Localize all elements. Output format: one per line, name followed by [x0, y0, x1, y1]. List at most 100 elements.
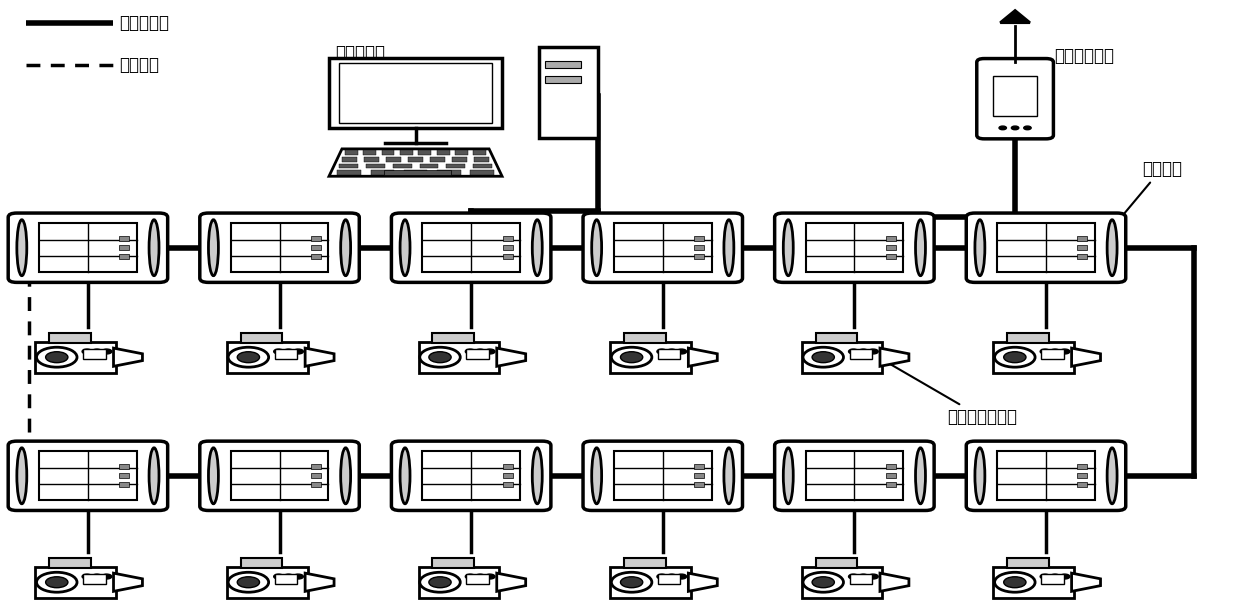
Circle shape	[237, 352, 259, 363]
Bar	[1078, 254, 1088, 259]
Circle shape	[849, 574, 859, 579]
Polygon shape	[330, 149, 502, 176]
Bar	[119, 483, 129, 488]
Polygon shape	[1072, 348, 1100, 367]
FancyBboxPatch shape	[419, 567, 499, 598]
Bar	[694, 245, 704, 250]
Bar	[615, 224, 711, 272]
Bar	[694, 464, 704, 469]
Text: 卫星授时设备: 卫星授时设备	[1054, 47, 1115, 65]
Bar	[1078, 483, 1088, 488]
FancyBboxPatch shape	[392, 441, 551, 510]
Polygon shape	[880, 573, 909, 591]
Bar	[339, 62, 492, 123]
Bar	[40, 224, 136, 272]
Ellipse shape	[724, 448, 733, 504]
Circle shape	[999, 126, 1006, 130]
Polygon shape	[689, 573, 717, 591]
Circle shape	[274, 574, 284, 579]
Bar	[230, 452, 328, 500]
FancyBboxPatch shape	[584, 441, 742, 510]
Ellipse shape	[533, 448, 543, 504]
Circle shape	[294, 349, 304, 354]
FancyBboxPatch shape	[966, 441, 1126, 510]
Circle shape	[1041, 349, 1049, 354]
Text: 监控计算机: 监控计算机	[336, 44, 385, 62]
Circle shape	[476, 349, 486, 354]
FancyBboxPatch shape	[994, 567, 1074, 598]
Polygon shape	[497, 573, 525, 591]
Circle shape	[611, 573, 652, 592]
FancyBboxPatch shape	[36, 342, 116, 373]
FancyBboxPatch shape	[774, 213, 934, 282]
Circle shape	[294, 574, 304, 579]
Bar	[624, 333, 665, 343]
Bar	[364, 156, 379, 161]
FancyBboxPatch shape	[419, 342, 499, 373]
FancyBboxPatch shape	[774, 441, 934, 510]
Ellipse shape	[149, 220, 159, 276]
FancyBboxPatch shape	[199, 441, 359, 510]
Circle shape	[228, 573, 269, 592]
Bar	[420, 164, 439, 169]
Circle shape	[803, 347, 844, 367]
Bar	[1078, 236, 1088, 241]
Circle shape	[859, 574, 869, 579]
Bar	[694, 254, 704, 259]
Bar	[1041, 574, 1063, 584]
Bar	[311, 483, 321, 488]
Ellipse shape	[783, 220, 793, 276]
FancyBboxPatch shape	[9, 213, 167, 282]
Circle shape	[102, 574, 112, 579]
Circle shape	[284, 349, 294, 354]
Circle shape	[420, 347, 460, 367]
Bar	[1007, 333, 1049, 343]
Polygon shape	[1072, 573, 1100, 591]
Circle shape	[36, 573, 77, 592]
Bar	[370, 170, 394, 175]
Circle shape	[46, 577, 68, 588]
Bar	[805, 452, 903, 500]
Ellipse shape	[341, 220, 351, 276]
Bar	[503, 236, 513, 241]
Circle shape	[466, 349, 476, 354]
Bar	[473, 150, 487, 155]
Bar	[1041, 349, 1063, 359]
Bar	[404, 170, 427, 175]
FancyBboxPatch shape	[611, 567, 691, 598]
Circle shape	[803, 573, 844, 592]
Bar	[344, 150, 358, 155]
Bar	[339, 164, 358, 169]
Bar	[471, 170, 494, 175]
Circle shape	[869, 349, 878, 354]
Circle shape	[92, 574, 102, 579]
Bar	[694, 236, 704, 241]
Bar	[432, 558, 475, 568]
Bar	[337, 170, 361, 175]
FancyBboxPatch shape	[584, 213, 742, 282]
FancyBboxPatch shape	[976, 59, 1053, 139]
Bar	[815, 333, 857, 343]
Ellipse shape	[1108, 220, 1118, 276]
Circle shape	[284, 574, 294, 579]
Circle shape	[1041, 574, 1049, 579]
Bar	[539, 47, 598, 138]
Text: 音视频采集设备: 音视频采集设备	[890, 364, 1017, 426]
Bar	[805, 224, 903, 272]
Ellipse shape	[17, 448, 27, 504]
Circle shape	[1059, 349, 1069, 354]
FancyBboxPatch shape	[802, 567, 882, 598]
Bar	[119, 464, 129, 469]
Bar	[503, 254, 513, 259]
Ellipse shape	[592, 448, 602, 504]
Bar	[436, 150, 450, 155]
Polygon shape	[114, 348, 142, 367]
Bar	[886, 236, 896, 241]
Circle shape	[228, 347, 269, 367]
Circle shape	[102, 349, 112, 354]
Bar	[393, 164, 411, 169]
Bar	[400, 150, 413, 155]
Bar	[311, 254, 321, 259]
Circle shape	[676, 574, 686, 579]
Ellipse shape	[975, 220, 985, 276]
